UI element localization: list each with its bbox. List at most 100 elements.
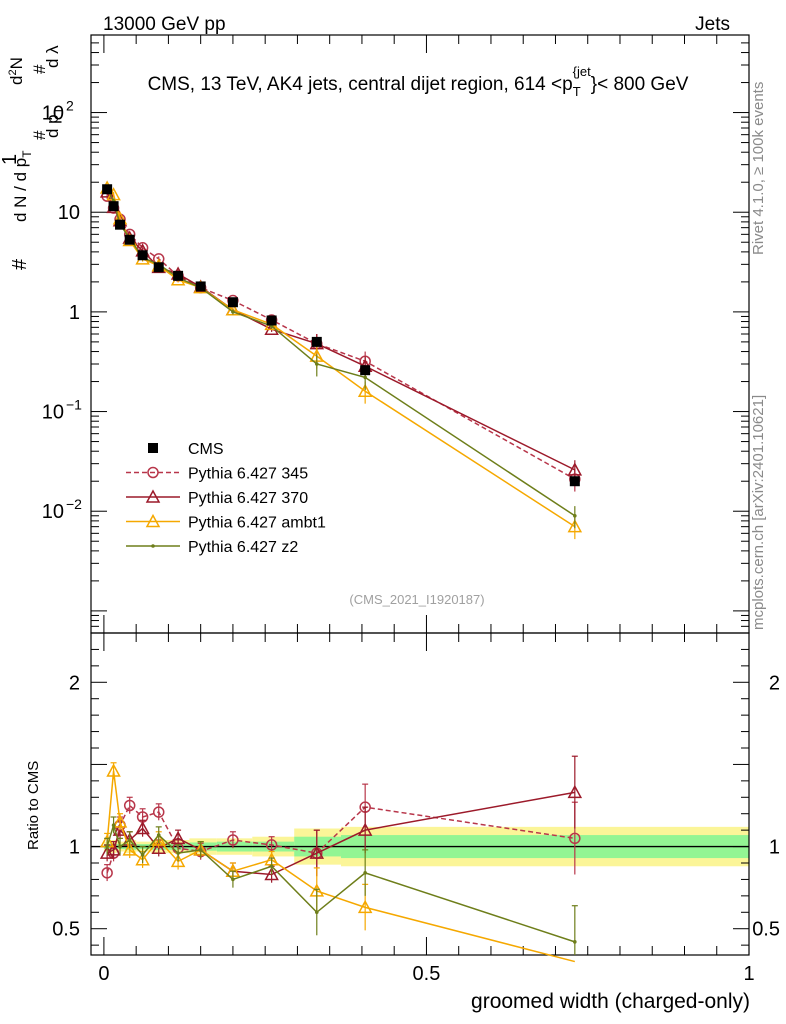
ylabel-one: 1 <box>0 154 21 165</box>
ylabel-hash1: # <box>9 258 31 270</box>
ratio-marker-pythia-6-427-370 <box>151 840 166 854</box>
ratio-marker-pythia-6-427-345 <box>123 799 136 812</box>
y-tick-label: 10 <box>42 402 64 424</box>
ylabel-denom-T: T <box>20 150 34 158</box>
y-tick-label: 10 <box>42 501 64 523</box>
marker-pythia-6-427-ambt1 <box>357 383 373 397</box>
ratio-marker-pythia-6-427-370 <box>106 842 121 856</box>
y-tick-label-base: 10 <box>58 202 80 224</box>
marker-cms <box>124 234 135 245</box>
marker-pythia-6-427-370 <box>567 462 583 476</box>
ratio-ylabel: Ratio to CMS <box>25 761 42 850</box>
x-tick-label: 0 <box>98 963 109 985</box>
marker-pythia-6-427-z2 <box>314 362 319 366</box>
ratio-marker-pythia-6-427-z2 <box>118 844 122 849</box>
ratio-marker-pythia-6-427-ambt1 <box>106 763 121 777</box>
ratio-marker-pythia-6-427-z2 <box>156 833 161 837</box>
ratio-marker-pythia-6-427-ambt1 <box>357 899 373 914</box>
ratio-marker-pythia-6-427-345 <box>569 832 581 845</box>
marker-cms <box>115 219 126 230</box>
analysis-tag: (CMS_2021_I1920187) <box>349 592 484 607</box>
y-tick-label-exp: 2 <box>66 98 74 114</box>
legend: CMS Pythia 6.427 345 Pythia 6.427 370 Pythi… <box>126 441 326 556</box>
ratio-marker-pythia-6-427-345 <box>101 867 113 879</box>
ratio-frame <box>90 632 750 956</box>
legend-marker-cms <box>148 443 158 453</box>
ratio-y-tick-label: 2 <box>69 672 80 694</box>
ratio-marker-pythia-6-427-370 <box>357 822 373 836</box>
ratio-marker-pythia-6-427-345 <box>152 806 165 818</box>
ratio-marker-pythia-6-427-370 <box>170 830 186 845</box>
legend-label-pythia-6-427-ambt1: Pythia 6.427 ambt1 <box>188 515 326 532</box>
main-ylabel: # d N / d pT 1 # d pT d2N # d λ <box>0 45 66 270</box>
ratio-marker-pythia-6-427-370 <box>99 845 115 859</box>
ratio-marker-pythia-6-427-ambt1 <box>122 842 137 856</box>
y-tick-label-exp: −1 <box>66 397 82 413</box>
title-sup: {jet <box>573 64 591 79</box>
series-line-pythia-6-427-370 <box>106 191 576 471</box>
ylabel-denom: d N / d p <box>11 158 30 222</box>
legend-marker-pythia-6-427-ambt1 <box>145 513 161 528</box>
ratio-y-tick-label-right: 2 <box>769 672 780 694</box>
legend-label-cms: CMS <box>188 441 224 458</box>
marker-pythia-6-427-z2 <box>363 375 367 380</box>
ratio-marker-pythia-6-427-ambt1 <box>135 852 150 866</box>
y-tick-label-exp: −2 <box>66 496 82 512</box>
ylabel-num-d: d <box>7 76 26 85</box>
legend-marker-pythia-6-427-345 <box>147 466 159 479</box>
y-tick-label: 1 <box>69 302 80 324</box>
svg-text:d pT: d pT <box>43 106 66 138</box>
ylabel-dlambda: d λ <box>43 45 62 68</box>
y-tick-label: 10 <box>58 202 80 224</box>
series-line-pythia-6-427-ambt1 <box>106 187 576 528</box>
ratio-y-tick-label: 0.5 <box>52 919 80 941</box>
ratio-plot-area: 0 0.5 1 0.5 0.5 1 1 2 2 <box>52 632 780 985</box>
plot-title: CMS, 13 TeV, AK4 jets, central dijet reg… <box>148 64 689 99</box>
header-right: Jets <box>695 14 730 35</box>
ratio-marker-pythia-6-427-z2 <box>314 910 319 915</box>
ratio-marker-pythia-6-427-z2 <box>127 838 132 842</box>
marker-pythia-6-427-z2 <box>573 513 577 518</box>
ratio-marker-pythia-6-427-ambt1 <box>170 853 186 868</box>
legend-label-pythia-6-427-370: Pythia 6.427 370 <box>188 490 308 507</box>
ratio-marker-pythia-6-427-370 <box>309 845 325 859</box>
svg-text:d λ: d λ <box>43 45 62 68</box>
mcplots-label: mcplots.cern.ch [arXiv:2401.10621] <box>750 395 767 630</box>
svg-text:#: # <box>30 64 49 74</box>
marker-cms <box>102 184 113 195</box>
ratio-marker-pythia-6-427-z2 <box>140 852 145 857</box>
marker-cms <box>153 262 164 273</box>
legend-label-pythia-6-427-345: Pythia 6.427 345 <box>188 466 308 483</box>
ratio-marker-pythia-6-427-ambt1 <box>112 814 128 828</box>
title-main: CMS, 13 TeV, AK4 jets, central dijet reg… <box>148 74 573 95</box>
ratio-marker-pythia-6-427-370 <box>135 820 150 835</box>
ylabel-hash3: # <box>30 64 49 74</box>
rivet-label: Rivet 4.1.0, ≥ 100k events <box>750 82 767 255</box>
y-tick-label-base: 10 <box>42 103 64 125</box>
marker-pythia-6-427-ambt1 <box>567 519 583 533</box>
svg-text:1: 1 <box>0 154 21 165</box>
y-tick-label-base: 1 <box>69 302 80 324</box>
marker-cms <box>195 281 206 292</box>
marker-cms <box>137 250 148 261</box>
ylabel-dp-T: T <box>52 106 66 114</box>
x-tick-label: 0.5 <box>413 963 441 985</box>
legend-marker-pythia-6-427-370 <box>145 489 161 503</box>
ratio-marker-pythia-6-427-345 <box>265 839 278 851</box>
marker-cms <box>569 476 580 487</box>
x-axis-label: groomed width (charged-only) <box>471 990 750 1013</box>
ratio-y-tick-label-right: 0.5 <box>752 919 780 941</box>
ylabel-dp: d p <box>43 114 62 138</box>
svg-text:d2N: d2N <box>7 57 26 85</box>
legend-marker-pythia-6-427-z2 <box>151 544 155 548</box>
marker-cms <box>360 365 371 376</box>
y-tick-label-base: 10 <box>42 402 64 424</box>
marker-cms <box>227 297 238 308</box>
ratio-marker-pythia-6-427-z2 <box>198 848 203 852</box>
header-left: 13000 GeV pp <box>103 14 226 35</box>
marker-cms <box>311 336 322 347</box>
y-tick-label-base: 10 <box>42 501 64 523</box>
x-tick-label: 1 <box>743 963 754 985</box>
